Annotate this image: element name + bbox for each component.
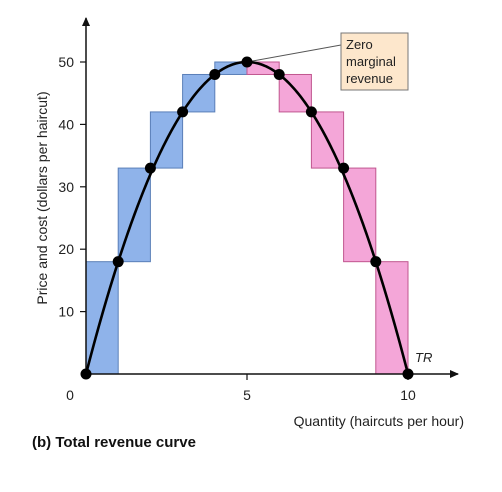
y-tick-label-40: 40 <box>58 116 74 132</box>
y-tick-label-10: 10 <box>58 304 74 320</box>
y-tick-label-30: 30 <box>58 179 74 195</box>
x-axis-label: Quantity (haircuts per hour) <box>294 413 464 429</box>
tr-point-3 <box>177 106 189 118</box>
tr-point-1 <box>112 256 124 268</box>
y-tick-label-20: 20 <box>58 241 74 257</box>
annotation-text-line-3: revenue <box>346 71 393 86</box>
tr-point-5 <box>241 56 253 68</box>
annotation-box <box>340 32 409 91</box>
decrease-bar-1 <box>246 61 280 75</box>
tr-curve-line <box>84 60 410 375</box>
tr-point-4 <box>209 68 221 80</box>
tr-point-2 <box>144 162 156 174</box>
x-tick-label-0: 0 <box>66 387 74 403</box>
annotation-text-line-2: marginal <box>346 54 396 69</box>
annotation-leader-line <box>246 44 342 63</box>
tr-point-9 <box>370 256 382 268</box>
tr-point-0 <box>80 368 92 380</box>
y-axis-label: Price and cost (dollars per haircut) <box>34 91 50 304</box>
tr-series-label: TR <box>415 350 432 365</box>
total-revenue-chart: 10 20 30 40 50 0 5 10 Quantity (haircuts per hou… <box>34 17 464 429</box>
tr-point-10 <box>402 368 414 380</box>
x-tick-label-5: 5 <box>243 387 251 403</box>
tr-point-8 <box>338 162 350 174</box>
figure-caption: (b) Total revenue curve <box>32 434 196 451</box>
annotation-text-line-1: Zero <box>346 37 373 52</box>
tr-point-6 <box>273 68 285 80</box>
y-tick-label-50: 50 <box>58 54 74 70</box>
tr-point-7 <box>305 106 317 118</box>
x-tick-label-10: 10 <box>400 387 416 403</box>
